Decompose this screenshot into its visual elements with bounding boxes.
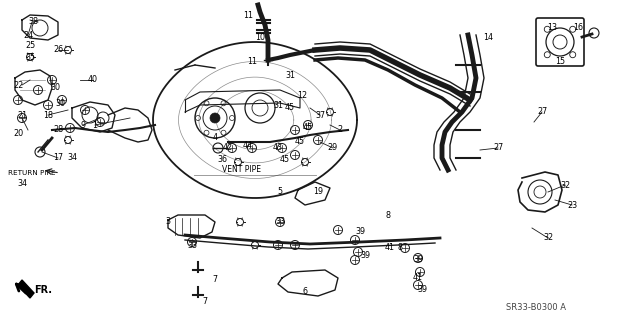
Text: 42: 42	[223, 144, 233, 152]
Text: 27: 27	[537, 108, 547, 116]
Text: 34: 34	[17, 179, 27, 188]
Text: 6: 6	[303, 287, 307, 296]
Text: VENT PIPE: VENT PIPE	[222, 166, 261, 174]
Text: 37: 37	[315, 110, 325, 120]
Text: 15: 15	[555, 57, 565, 66]
Text: 22: 22	[13, 80, 23, 90]
Text: 10: 10	[255, 33, 265, 42]
Text: 19: 19	[313, 188, 323, 197]
Text: 16: 16	[573, 24, 583, 33]
Text: 34: 34	[67, 153, 77, 162]
Text: 18: 18	[43, 110, 53, 120]
Text: 7: 7	[202, 298, 207, 307]
Text: 43: 43	[273, 144, 283, 152]
Text: 41: 41	[385, 243, 395, 253]
Text: 33: 33	[187, 241, 197, 249]
Text: 11: 11	[243, 11, 253, 19]
Text: 7: 7	[212, 276, 218, 285]
Polygon shape	[18, 280, 34, 298]
Text: 39: 39	[417, 286, 427, 294]
Text: 4: 4	[212, 133, 218, 143]
Text: 21: 21	[17, 110, 27, 120]
Text: 12: 12	[297, 91, 307, 100]
Text: 32: 32	[543, 234, 553, 242]
Text: 8: 8	[397, 243, 403, 253]
Text: 35: 35	[25, 54, 35, 63]
Text: 39: 39	[360, 250, 370, 259]
Text: 30: 30	[50, 84, 60, 93]
Text: 36: 36	[217, 155, 227, 165]
Text: SR33-B0300 A: SR33-B0300 A	[506, 303, 566, 313]
Text: 20: 20	[13, 129, 23, 137]
Text: FR.: FR.	[34, 285, 52, 295]
Text: 31: 31	[285, 70, 295, 79]
Text: 9: 9	[81, 121, 86, 130]
Text: 23: 23	[567, 201, 577, 210]
Text: 3: 3	[166, 218, 170, 226]
Text: 2: 2	[337, 125, 342, 135]
Text: 33: 33	[275, 218, 285, 226]
Text: 1: 1	[93, 121, 97, 130]
Text: 45: 45	[280, 155, 290, 165]
Text: 30: 30	[55, 99, 65, 108]
Text: 39: 39	[413, 256, 423, 264]
Text: 27: 27	[493, 144, 503, 152]
Text: 40: 40	[88, 76, 98, 85]
Text: 28: 28	[53, 125, 63, 135]
Text: 5: 5	[277, 188, 283, 197]
Text: 32: 32	[560, 181, 570, 189]
Text: 31: 31	[273, 100, 283, 109]
Text: 41: 41	[413, 273, 423, 283]
Text: 45: 45	[285, 103, 295, 113]
Text: 45: 45	[295, 137, 305, 146]
Text: 17: 17	[53, 153, 63, 162]
Circle shape	[210, 113, 220, 123]
Text: 38: 38	[28, 18, 38, 26]
Text: 11: 11	[247, 57, 257, 66]
Text: 13: 13	[547, 24, 557, 33]
Text: 8: 8	[385, 211, 390, 219]
Text: 24: 24	[23, 31, 33, 40]
Text: 44: 44	[243, 140, 253, 150]
Text: 45: 45	[303, 123, 313, 132]
Text: 14: 14	[483, 33, 493, 42]
Text: 25: 25	[25, 41, 35, 49]
Text: RETURN PIPE: RETURN PIPE	[8, 170, 56, 176]
Text: 29: 29	[328, 144, 338, 152]
Text: 26: 26	[53, 46, 63, 55]
Text: 39: 39	[355, 227, 365, 236]
